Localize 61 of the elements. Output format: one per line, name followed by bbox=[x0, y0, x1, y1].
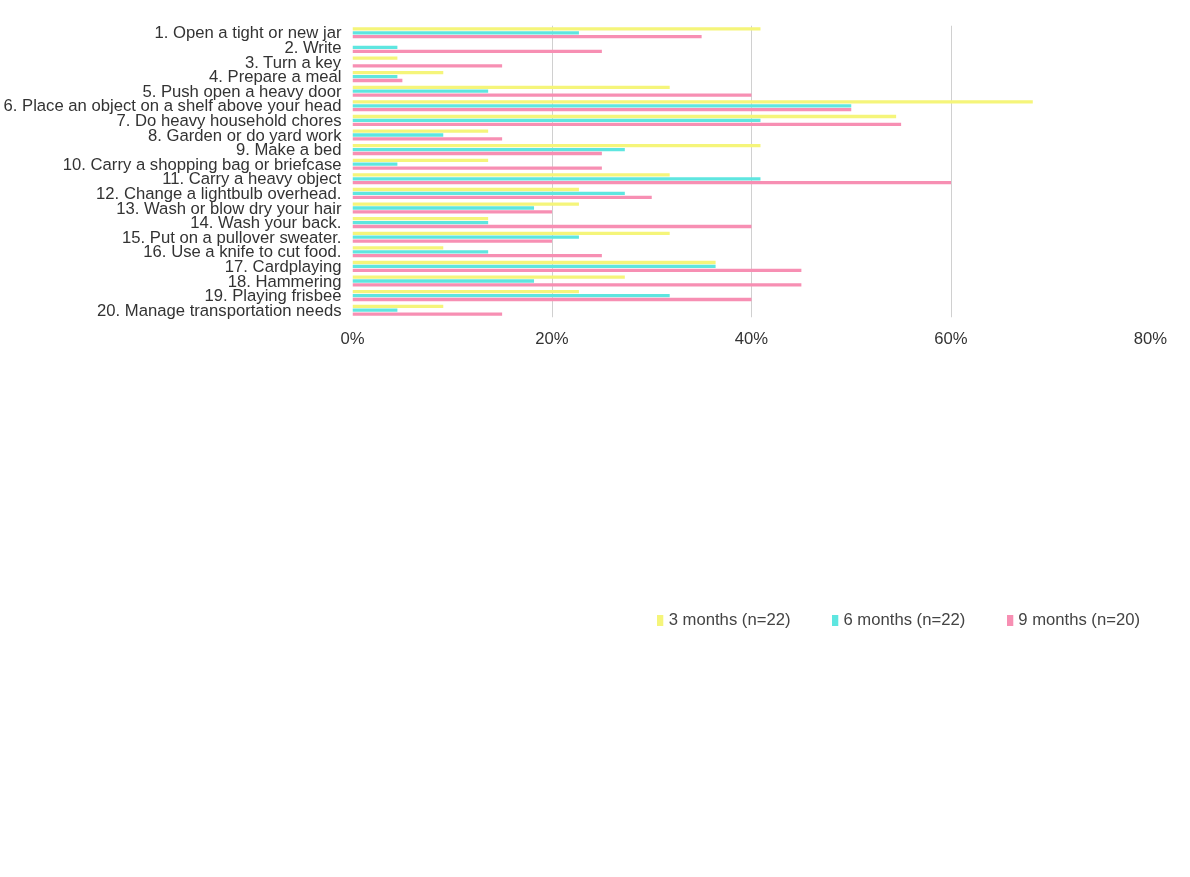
bar bbox=[352, 187, 579, 192]
bar bbox=[352, 191, 625, 196]
bar bbox=[352, 254, 602, 258]
bar bbox=[352, 151, 602, 156]
bar bbox=[352, 293, 670, 298]
bar bbox=[352, 304, 444, 308]
bar bbox=[352, 173, 670, 177]
x-tick-label: 80% bbox=[1133, 328, 1168, 348]
bar bbox=[352, 108, 852, 112]
bar bbox=[352, 104, 852, 108]
x-tick-label: 20% bbox=[535, 328, 569, 348]
x-tick-label: 60% bbox=[934, 328, 968, 348]
bar bbox=[352, 27, 761, 31]
bar bbox=[352, 118, 761, 123]
bar bbox=[352, 220, 489, 225]
bar bbox=[352, 158, 489, 162]
bar bbox=[352, 166, 602, 170]
bar bbox=[352, 177, 761, 181]
bar bbox=[352, 129, 489, 133]
bar bbox=[352, 31, 579, 35]
bar bbox=[352, 133, 444, 137]
bar bbox=[352, 114, 897, 119]
bar bbox=[352, 137, 503, 141]
bar bbox=[352, 297, 752, 302]
bar bbox=[352, 224, 752, 229]
bar bbox=[352, 64, 503, 68]
bar bbox=[352, 93, 752, 97]
bar bbox=[352, 264, 716, 269]
legend-label: 6 months (n=22) bbox=[843, 610, 966, 630]
bar bbox=[352, 312, 503, 316]
bar bbox=[352, 195, 652, 199]
bar bbox=[352, 206, 535, 210]
bar bbox=[352, 210, 552, 214]
bar bbox=[352, 268, 802, 272]
bar bbox=[352, 235, 579, 239]
bar bbox=[352, 275, 625, 279]
bar bbox=[352, 100, 1033, 104]
bar bbox=[352, 231, 670, 235]
legend-label: 3 months (n=22) bbox=[668, 610, 791, 630]
legend-label: 9 months (n=20) bbox=[1018, 610, 1140, 630]
bar bbox=[352, 122, 902, 126]
bar bbox=[352, 35, 702, 39]
bar bbox=[352, 181, 951, 185]
bar bbox=[352, 260, 716, 265]
bar bbox=[352, 202, 579, 206]
bar bbox=[352, 89, 489, 93]
bar bbox=[352, 147, 625, 152]
bar bbox=[352, 246, 444, 250]
bar bbox=[352, 56, 398, 60]
bar bbox=[352, 85, 670, 89]
bar bbox=[352, 217, 489, 221]
bar bbox=[352, 283, 802, 287]
bar bbox=[352, 144, 761, 148]
bar bbox=[352, 279, 535, 283]
bar bbox=[352, 49, 602, 53]
bar bbox=[352, 71, 444, 75]
bar bbox=[352, 239, 552, 243]
bar bbox=[352, 250, 489, 254]
x-tick-label: 40% bbox=[734, 328, 769, 348]
x-tick-label: 0% bbox=[340, 328, 365, 348]
bar bbox=[352, 290, 579, 294]
